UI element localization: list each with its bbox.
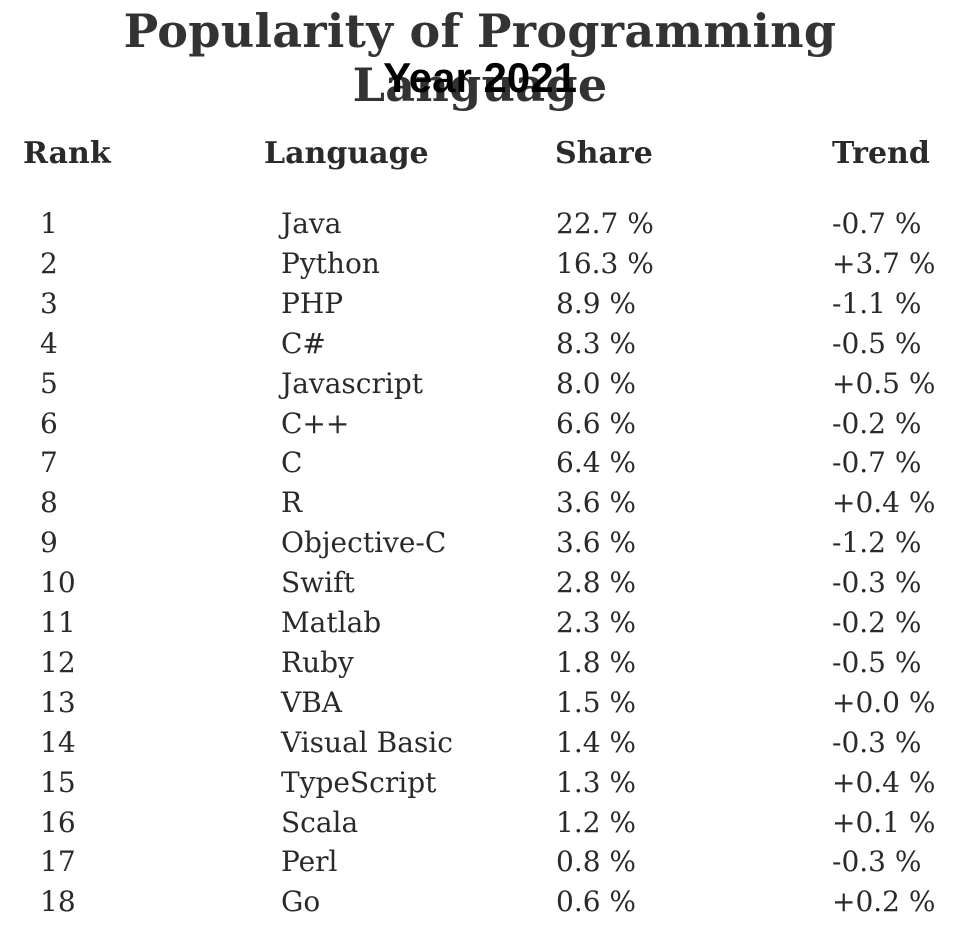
chart-title: Popularity of Programming Language [123,4,837,112]
trend-cell: +0.4 % [832,765,936,799]
trend-cell: +3.7 % [832,246,936,280]
language-cell: TypeScript [281,765,437,799]
trend-cell: -0.3 % [832,566,922,600]
trend-cell: -0.2 % [832,406,922,440]
rank-cell: 18 [40,885,76,919]
rank-cell: 10 [40,566,76,600]
language-cell: C [281,446,303,480]
share-cell: 22.7 % [556,207,654,240]
share-cell: 3.6 % [556,486,637,520]
trend-cell: -0.7 % [832,207,922,240]
language-cell: Java [281,207,342,240]
share-cell: 2.8 % [556,566,637,600]
share-cell: 0.8 % [556,845,637,879]
share-cell: 3.6 % [556,526,637,560]
language-cell: Scala [281,805,359,839]
share-cell: 1.8 % [556,645,637,679]
rank-cell: 9 [40,526,58,560]
rank-cell: 16 [40,805,76,839]
language-cell: Objective-C [281,526,447,560]
language-cell: Javascript [281,366,423,400]
trend-cell: -1.1 % [832,286,922,320]
column-header-rank: Rank [23,136,111,171]
share-cell: 6.6 % [556,406,637,440]
trend-cell: +0.1 % [832,805,936,839]
share-cell: 8.0 % [556,366,637,400]
language-cell: R [281,486,303,520]
share-cell: 8.3 % [556,326,637,360]
share-cell: 8.9 % [556,286,637,320]
trend-cell: +0.2 % [832,885,936,919]
language-cell: PHP [281,286,344,320]
rank-cell: 11 [40,606,76,639]
rank-cell: 3 [40,286,58,320]
share-cell: 2.3 % [556,606,637,639]
share-cell: 1.3 % [556,765,637,799]
language-cell: C# [281,326,326,360]
rank-cell: 2 [40,246,58,280]
trend-cell: -1.2 % [832,526,922,560]
language-cell: C++ [281,406,350,440]
language-cell: Matlab [281,606,382,639]
language-cell: Visual Basic [281,725,453,759]
column-header-share: Share [555,136,653,171]
trend-cell: -0.2 % [832,606,922,639]
share-cell: 0.6 % [556,885,637,919]
share-cell: 1.5 % [556,685,637,719]
column-header-language: Language [264,136,429,171]
language-cell: VBA [281,685,343,719]
rank-cell: 7 [40,446,58,480]
rank-cell: 8 [40,486,58,520]
rank-cell: 15 [40,765,76,799]
rank-cell: 6 [40,406,58,440]
rank-cell: 14 [40,725,76,759]
rank-cell: 17 [40,845,76,879]
trend-cell: +0.4 % [832,486,936,520]
trend-cell: -0.3 % [832,725,922,759]
rank-cell: 1 [40,207,58,240]
share-cell: 6.4 % [556,446,637,480]
rank-cell: 12 [40,645,76,679]
language-cell: Swift [281,566,355,600]
share-cell: 1.4 % [556,725,637,759]
trend-cell: +0.5 % [832,366,936,400]
language-cell: Python [281,246,380,280]
column-header-trend: Trend [832,136,930,171]
language-cell: Perl [281,845,338,879]
language-cell: Ruby [281,645,354,679]
language-cell: Go [281,885,321,919]
share-cell: 1.2 % [556,805,637,839]
chart-subtitle: Year 2021 [383,54,577,101]
trend-cell: -0.7 % [832,446,922,480]
rank-cell: 4 [40,326,58,360]
trend-cell: -0.3 % [832,845,922,879]
trend-cell: +0.0 % [832,685,936,719]
share-cell: 16.3 % [556,246,654,280]
trend-cell: -0.5 % [832,645,922,679]
rank-cell: 13 [40,685,76,719]
trend-cell: -0.5 % [832,326,922,360]
rank-cell: 5 [40,366,58,400]
